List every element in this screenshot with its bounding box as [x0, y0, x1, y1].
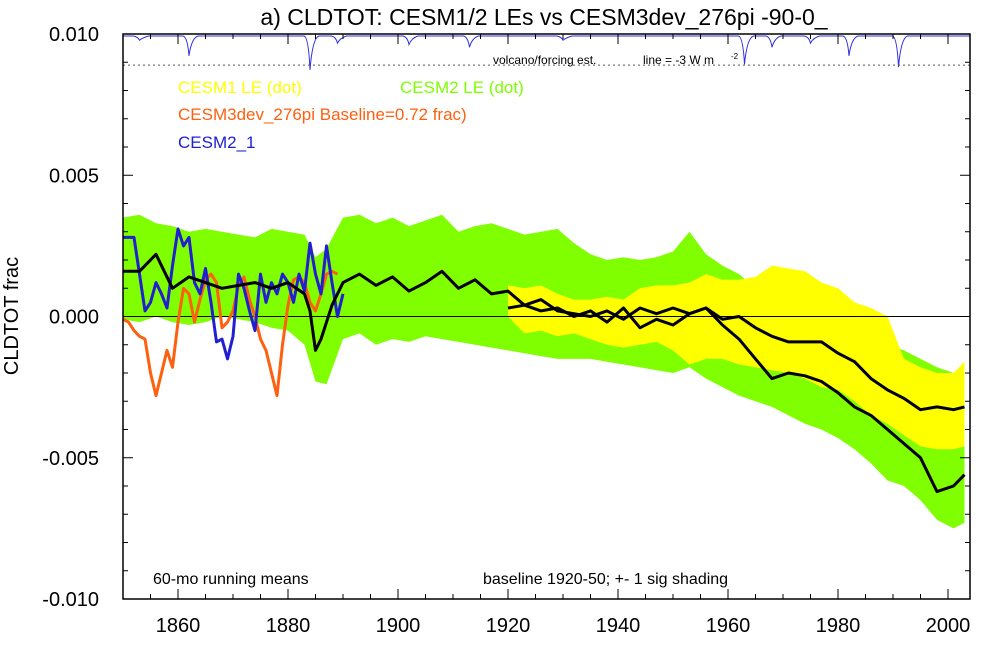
y-tick-label: 0.000 [49, 307, 99, 329]
annotation-baseline: baseline 1920-50; +- 1 sig shading [483, 571, 728, 588]
plot-layer: 1860 1880 1900 1920 1940 1960 1980 2000 0.010 0.0… [42, 24, 971, 637]
x-tick-label: 1880 [266, 615, 311, 637]
y-tick-label: -0.010 [42, 589, 99, 611]
annotation-running-means: 60-mo running means [153, 571, 309, 588]
series-line-cesm2-1 [123, 227, 345, 361]
annotation-line-note: line = -3 W m [643, 53, 714, 67]
x-tick-label: 1900 [376, 615, 421, 637]
volcano-forcing-line [123, 35, 970, 70]
legend-entry: CESM1 LE (dot) [178, 78, 302, 97]
legend-entry: CESM3dev_276pi Baseline=0.72 frac) [178, 105, 467, 124]
y-tick-label: -0.005 [42, 448, 99, 470]
annotation-line-note-superscript: -2 [731, 52, 739, 61]
x-tick-label: 1860 [156, 615, 201, 637]
y-axis-label: CLDTOT frac [1, 257, 23, 375]
series-line-cesm1-mean [507, 298, 965, 412]
legend-entry: CESM2_1 [178, 133, 255, 152]
legend-entry: CESM2 LE (dot) [400, 78, 524, 97]
chart-title: a) CLDTOT: CESM1/2 LEs vs CESM3dev_276pi… [260, 4, 828, 30]
series-band-cesm1-le [508, 265, 965, 450]
x-tick-label: 1960 [706, 615, 751, 637]
annotation-volcano: volcano/forcing est. [493, 53, 596, 67]
x-tick-label: 1920 [486, 615, 531, 637]
x-tick-label: 1940 [596, 615, 641, 637]
x-tick-label: 1980 [816, 615, 861, 637]
y-tick-label: 0.010 [49, 24, 99, 46]
y-tick-label: 0.005 [49, 165, 99, 187]
x-tick-label: 2000 [926, 615, 971, 637]
